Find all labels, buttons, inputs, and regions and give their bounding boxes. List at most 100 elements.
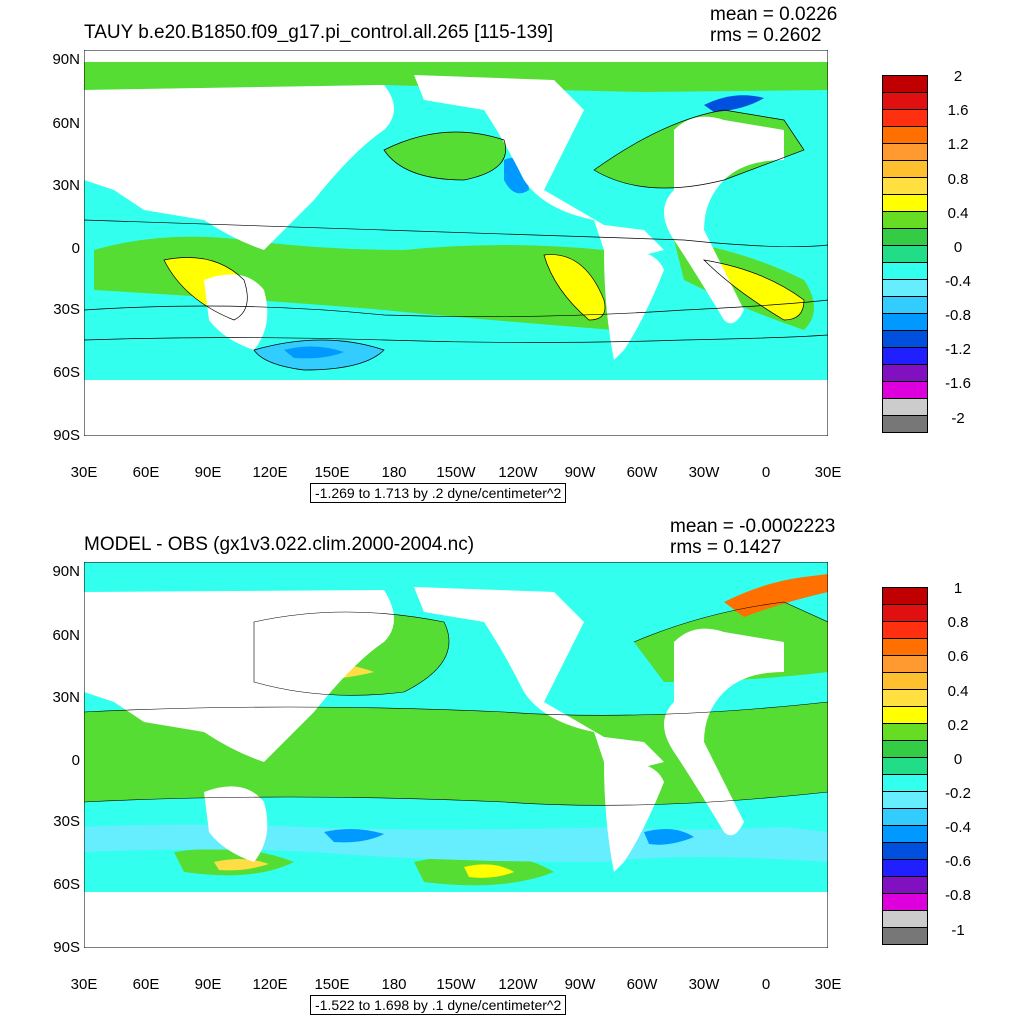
colorbar-swatch [882, 313, 928, 331]
lat-label: 30S [53, 301, 80, 318]
contour-lines [84, 109, 828, 371]
lat-label: 90N [52, 51, 80, 68]
colorbar-swatch [882, 398, 928, 416]
lon-label: 90E [194, 464, 222, 481]
colorbar-swatch [882, 842, 928, 860]
lat-label: 60N [52, 627, 80, 644]
colorbar-swatch [882, 723, 928, 741]
lat-label: 60N [52, 115, 80, 132]
lon-label: 150W [436, 976, 476, 993]
panel-title: MODEL - OBS (gx1v3.022.clim.2000-2004.nc… [84, 534, 475, 555]
lon-label: 150E [314, 464, 350, 481]
lon-label: 180 [381, 464, 407, 481]
lon-label: 60E [132, 976, 160, 993]
lat-label: 90S [53, 939, 80, 956]
southern-core [284, 346, 344, 359]
southern-high-2 [464, 864, 514, 878]
colorbar-label: 0.4 [947, 683, 969, 700]
colorbar-swatch [882, 143, 928, 161]
colorbar-label: -1.2 [945, 341, 971, 358]
colorbar-swatch [882, 910, 928, 928]
lat-label: 90N [52, 563, 80, 580]
land [84, 587, 828, 948]
colorbar-label: 0.8 [947, 614, 969, 631]
colorbar-swatch [882, 689, 928, 707]
lon-label: 120W [498, 464, 538, 481]
colorbar-swatch [882, 347, 928, 365]
colorbar-swatch [882, 604, 928, 622]
lon-label: 90E [194, 976, 222, 993]
colorbar-swatch [882, 415, 928, 433]
southern-high-1 [214, 858, 269, 871]
colorbar-label: 2 [953, 68, 963, 85]
mean-value: mean = -0.0002223 [670, 516, 836, 537]
colorbar-swatch [882, 672, 928, 690]
arctic-high [724, 574, 828, 617]
lon-label: 120E [252, 464, 288, 481]
panel-title: TAUY b.e20.B1850.f09_g17.pi_control.all.… [84, 22, 554, 43]
colorbar-swatch [882, 757, 928, 775]
mean-value: mean = 0.0226 [710, 4, 838, 25]
lon-label: 30W [688, 464, 720, 481]
colorbar-swatch [882, 655, 928, 673]
colorbar-label: -0.4 [945, 273, 971, 290]
colorbar-swatch [882, 791, 928, 809]
map-plot [84, 50, 828, 436]
contour-range: -1.269 to 1.713 by .2 dyne/centimeter^2 [310, 483, 567, 503]
colorbar-swatch [882, 194, 928, 212]
lat-label: 90S [53, 427, 80, 444]
colorbar-label: -0.8 [945, 887, 971, 904]
lon-label: 60W [626, 976, 658, 993]
lon-label: 60E [132, 464, 160, 481]
lon-label: 90W [564, 976, 596, 993]
peru-high [544, 254, 605, 320]
colorbar-swatch [882, 364, 928, 382]
lon-label: 180 [381, 976, 407, 993]
colorbar-swatch [882, 381, 928, 399]
colorbar-label: 1.6 [947, 102, 969, 119]
colorbar-swatch [882, 211, 928, 229]
land [84, 75, 828, 436]
rms-value: rms = 0.1427 [670, 537, 782, 558]
lon-label: 150W [436, 464, 476, 481]
npacific-band [384, 132, 506, 180]
lat-label: 0 [71, 752, 80, 769]
lat-label: 60S [53, 876, 80, 893]
colorbar-swatch [882, 876, 928, 894]
colorbar-swatch [882, 109, 928, 127]
colorbar-swatch [882, 126, 928, 144]
lon-label: 30E [814, 976, 842, 993]
colorbar-label: 1 [953, 580, 963, 597]
colorbar-label: 0 [953, 751, 963, 768]
colorbar-label: -2 [951, 410, 965, 427]
lon-label: 0 [761, 976, 771, 993]
colorbar-label: 0.2 [947, 717, 969, 734]
colorbar-swatch [882, 621, 928, 639]
southern-blue-2 [644, 828, 694, 845]
tropical-band [94, 236, 627, 330]
rms-value: rms = 0.2602 [710, 25, 822, 46]
panel-tauy: TAUY b.e20.B1850.f09_g17.pi_control.all.… [52, 4, 971, 503]
colorbar-swatch [882, 706, 928, 724]
greenland-low [704, 95, 764, 112]
colorbar [882, 75, 928, 433]
contour-range: -1.522 to 1.698 by .1 dyne/centimeter^2 [310, 995, 567, 1015]
benguela-high [704, 260, 804, 320]
colorbar-label: 0.8 [947, 171, 969, 188]
lon-label: 30W [688, 976, 720, 993]
colorbar-label: -1.6 [945, 375, 971, 392]
colorbar-swatch [882, 825, 928, 843]
lon-label: 0 [761, 464, 771, 481]
colorbar-swatch [882, 296, 928, 314]
colorbar [882, 587, 928, 945]
colorbar-label: -0.2 [945, 785, 971, 802]
colorbar-swatch [882, 808, 928, 826]
colorbar-swatch [882, 330, 928, 348]
colorbar-swatch [882, 587, 928, 605]
panel-model-minus-obs: MODEL - OBS (gx1v3.022.clim.2000-2004.nc… [0, 512, 1024, 1024]
lat-label: 60S [53, 364, 80, 381]
colorbar-swatch [882, 740, 928, 758]
colorbar-swatch [882, 245, 928, 263]
southern-cyan-band [84, 824, 828, 862]
colorbar-label: 0.6 [947, 648, 969, 665]
